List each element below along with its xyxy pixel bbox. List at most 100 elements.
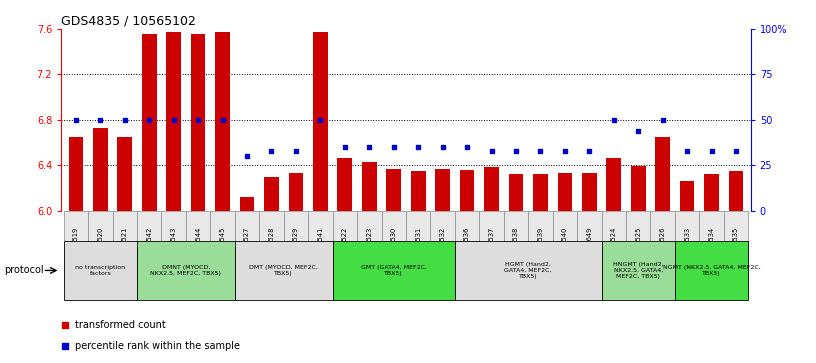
Bar [601,241,675,300]
Bar [704,174,719,211]
Bar [64,211,88,287]
Text: GSM1100519: GSM1100519 [73,227,79,271]
Bar [308,211,333,287]
Text: GSM1100543: GSM1100543 [171,227,177,271]
Bar [503,211,528,287]
Bar [406,211,430,287]
Text: GSM1100540: GSM1100540 [562,227,568,271]
Bar [162,211,186,287]
Bar [259,211,284,287]
Bar [577,211,601,287]
Bar [601,211,626,287]
Bar [362,162,377,211]
Bar [88,211,113,287]
Text: HNGMT (Hand2,
NKX2.5, GATA4,
MEF2C, TBX5): HNGMT (Hand2, NKX2.5, GATA4, MEF2C, TBX5… [613,262,663,279]
Bar [338,158,353,211]
Text: GSM1100544: GSM1100544 [195,227,201,271]
Text: transformed count: transformed count [75,321,166,330]
Text: GSM1100534: GSM1100534 [708,227,715,271]
Text: GSM1100545: GSM1100545 [220,227,225,271]
Bar [655,137,670,211]
Bar [333,211,357,287]
Bar [313,32,328,211]
Bar [675,241,748,300]
Text: GSM1100529: GSM1100529 [293,227,299,271]
Text: percentile rank within the sample: percentile rank within the sample [75,341,241,351]
Text: GSM1100528: GSM1100528 [268,227,274,271]
Text: GSM1100525: GSM1100525 [635,227,641,271]
Text: GSM1100530: GSM1100530 [391,227,397,271]
Bar [215,32,230,211]
Text: GSM1100537: GSM1100537 [489,227,494,271]
Text: GSM1100536: GSM1100536 [464,227,470,271]
Text: GSM1100533: GSM1100533 [684,227,690,271]
Text: GSM1100522: GSM1100522 [342,227,348,271]
Bar [533,174,548,211]
Bar [582,173,596,211]
Bar [459,170,474,211]
Text: GSM1102649: GSM1102649 [587,227,592,271]
Bar [191,33,206,211]
Bar [240,197,255,211]
Text: GSM1100521: GSM1100521 [122,227,128,271]
Bar [455,211,479,287]
Bar [113,211,137,287]
Text: GSM1100523: GSM1100523 [366,227,372,271]
Text: GSM1100527: GSM1100527 [244,227,250,271]
Bar [729,171,743,211]
Bar [484,167,499,211]
Bar [508,174,523,211]
Bar [430,211,455,287]
Text: GSM1100532: GSM1100532 [440,227,446,271]
Text: protocol: protocol [4,265,44,276]
Text: GSM1100541: GSM1100541 [317,227,323,271]
Bar [186,211,211,287]
Text: GSM1100539: GSM1100539 [538,227,543,271]
Bar [333,241,455,300]
Text: GSM1100531: GSM1100531 [415,227,421,271]
Bar [142,33,157,211]
Text: HGMT (Hand2,
GATA4, MEF2C,
TBX5): HGMT (Hand2, GATA4, MEF2C, TBX5) [504,262,552,279]
Bar [606,158,621,211]
Bar [264,176,279,211]
Text: NGMT (NKX2.5, GATA4, MEF2C,
TBX5): NGMT (NKX2.5, GATA4, MEF2C, TBX5) [663,265,761,276]
Bar [435,168,450,211]
Bar [455,241,601,300]
Bar [699,211,724,287]
Text: GSM1100535: GSM1100535 [733,227,739,271]
Bar [284,211,308,287]
Text: GSM1100520: GSM1100520 [97,227,104,271]
Bar [93,128,108,211]
Bar [528,211,552,287]
Text: GSM1100526: GSM1100526 [659,227,666,271]
Bar [382,211,406,287]
Bar [235,211,259,287]
Bar [64,241,137,300]
Text: GSM1100524: GSM1100524 [611,227,617,271]
Bar [166,32,181,211]
Bar [552,211,577,287]
Bar [479,211,503,287]
Bar [387,168,401,211]
Bar [680,181,694,211]
Bar [557,173,572,211]
Bar [289,173,304,211]
Bar [235,241,333,300]
Bar [650,211,675,287]
Text: GDS4835 / 10565102: GDS4835 / 10565102 [61,15,196,28]
Text: GMT (GATA4, MEF2C,
TBX5): GMT (GATA4, MEF2C, TBX5) [361,265,427,276]
Bar [626,211,650,287]
Bar [118,137,132,211]
Bar [724,211,748,287]
Bar [675,211,699,287]
Bar [69,137,83,211]
Bar [357,211,382,287]
Bar [137,241,235,300]
Text: GSM1100538: GSM1100538 [513,227,519,271]
Text: DMNT (MYOCD,
NKX2.5, MEF2C, TBX5): DMNT (MYOCD, NKX2.5, MEF2C, TBX5) [150,265,221,276]
Bar [211,211,235,287]
Text: no transcription
factors: no transcription factors [75,265,126,276]
Bar [410,171,425,211]
Bar [631,166,645,211]
Text: DMT (MYOCD, MEF2C,
TBX5): DMT (MYOCD, MEF2C, TBX5) [249,265,318,276]
